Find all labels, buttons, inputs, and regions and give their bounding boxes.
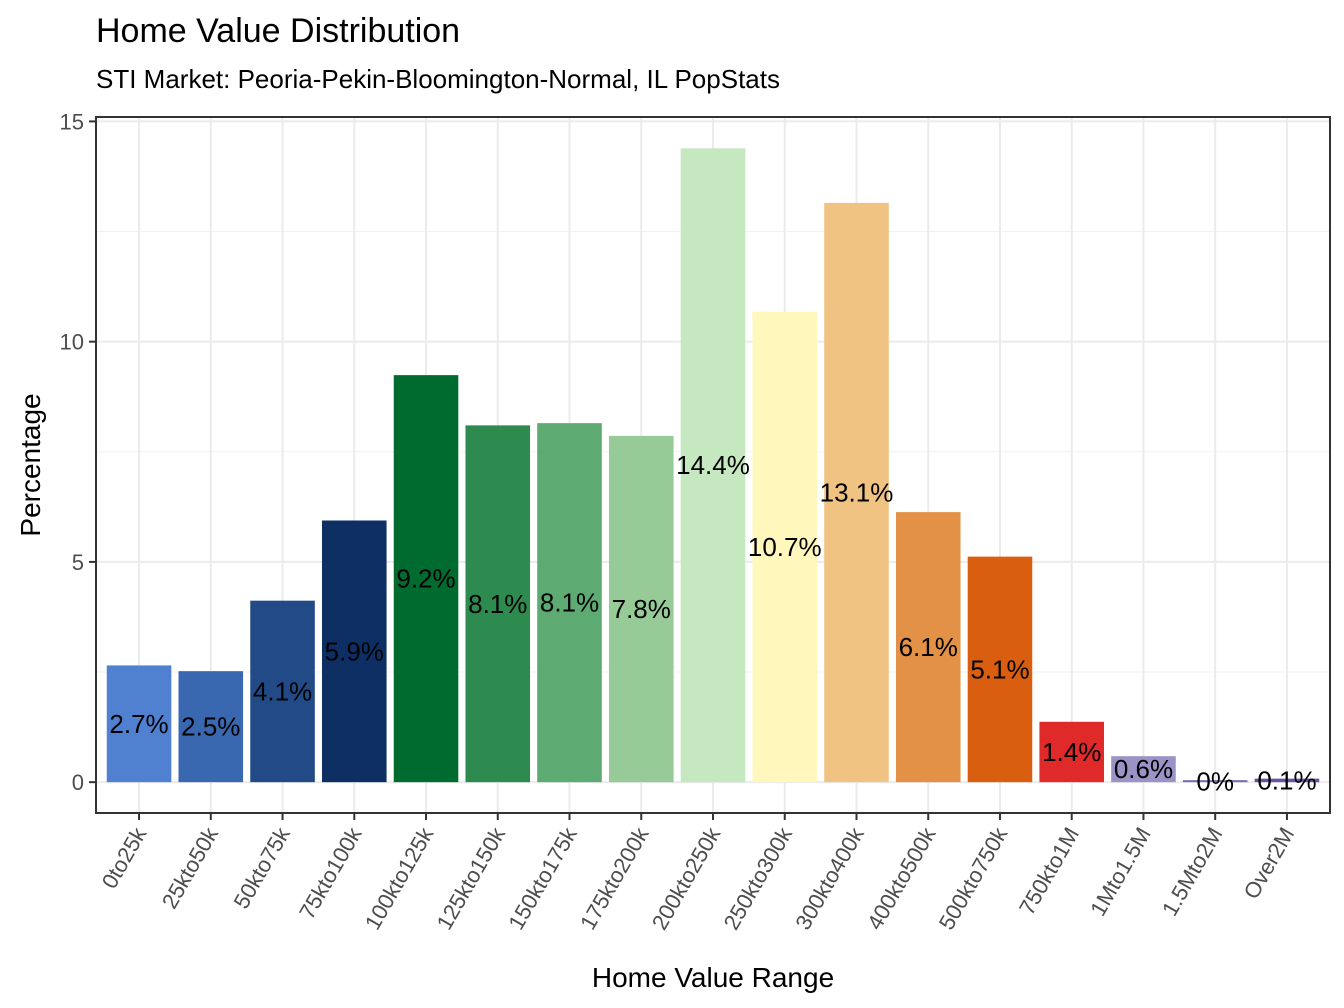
axes: 0 5 10 15 0to25k 25kto50k 50kto75k 75kto100k100…: [60, 109, 1300, 934]
x-tick-label: 750kto1M: [1014, 823, 1084, 919]
data-label: 14.4%: [676, 450, 750, 480]
x-tick-label: 100kto125k: [360, 822, 439, 934]
y-axis-title: Percentage: [15, 393, 46, 536]
data-label: 5.1%: [970, 654, 1029, 684]
data-label: 4.1%: [253, 676, 312, 706]
x-tick-label: 250kto300k: [719, 822, 798, 934]
bar-300kto400k: [824, 202, 889, 783]
bar-125kto150k: [465, 425, 531, 783]
bar-150kto175k: [537, 423, 602, 783]
bar-500kto750k: [967, 556, 1033, 783]
x-tick-label: 75kto100k: [294, 822, 367, 923]
bar-1Mto1.5M: [1111, 756, 1176, 783]
data-label: 10.7%: [748, 532, 822, 562]
bar-50kto75k: [250, 600, 315, 783]
data-label: 7.8%: [612, 594, 671, 624]
chart-title: Home Value Distribution: [96, 12, 461, 50]
y-tick-label: 0: [72, 770, 84, 795]
bar-200kto250k: [680, 148, 746, 783]
bar-400kto500k: [895, 512, 961, 783]
data-label: 0.1%: [1257, 765, 1316, 795]
bar-250kto300k: [752, 311, 818, 783]
data-label: 5.9%: [325, 636, 384, 666]
x-tick-label: 400kto500k: [862, 822, 941, 934]
data-label: 2.7%: [109, 709, 168, 739]
x-tick-label: 0to25k: [97, 822, 152, 893]
y-tick-label: 10: [60, 330, 84, 355]
data-label: 6.1%: [899, 632, 958, 662]
bar-25kto50k: [178, 671, 244, 783]
x-tick-label: 175kto200k: [575, 822, 654, 934]
data-label: 2.5%: [181, 712, 240, 742]
bars: [106, 148, 1320, 783]
y-tick-label: 15: [60, 109, 84, 134]
data-label: 0.6%: [1114, 754, 1173, 784]
bar-75kto100k: [321, 520, 387, 783]
bar-Over2M: [1254, 778, 1320, 783]
x-tick-label: 25kto50k: [157, 822, 224, 913]
x-tick-label: 300kto400k: [790, 822, 869, 934]
x-tick-label: 50kto75k: [229, 822, 296, 913]
bar-100kto125k: [393, 375, 459, 783]
bar-750kto1M: [1039, 721, 1105, 783]
x-tick-label: 150kto175k: [503, 822, 582, 934]
x-tick-label: 1.5Mto2M: [1157, 823, 1228, 920]
data-label: 9.2%: [396, 564, 455, 594]
data-labels: 2.7% 2.5% 4.1% 5.9% 9.2% 8.1% 8.1% 7.8% 14.4% 10.…: [109, 450, 1316, 796]
x-axis-title: Home Value Range: [592, 962, 834, 993]
data-label: 0%: [1196, 767, 1234, 797]
x-tick-label: 1Mto1.5M: [1085, 823, 1156, 920]
chart-subtitle: STI Market: Peoria-Pekin-Bloomington-Nor…: [96, 64, 780, 94]
y-tick-label: 5: [72, 550, 84, 575]
x-tick-label: Over2M: [1239, 823, 1300, 903]
bar-1.5Mto2M: [1182, 780, 1248, 783]
bar-0to25k: [106, 665, 172, 783]
data-label: 1.4%: [1042, 737, 1101, 767]
data-label: 8.1%: [540, 588, 599, 618]
x-tick-label: 200kto250k: [647, 822, 726, 934]
data-label: 13.1%: [820, 478, 894, 508]
bar-175kto200k: [608, 435, 674, 783]
data-label: 8.1%: [468, 589, 527, 619]
x-tick-label: 125kto150k: [432, 822, 511, 934]
x-tick-label: 500kto750k: [934, 822, 1013, 934]
